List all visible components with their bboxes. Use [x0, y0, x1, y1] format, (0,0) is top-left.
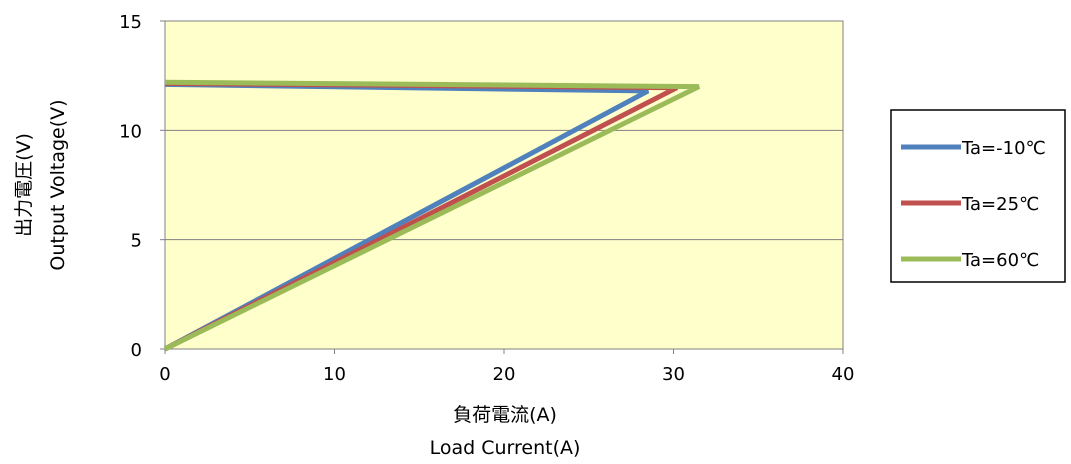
- legend-label-3: Ta=60℃: [961, 250, 1039, 271]
- x-tick-label: 40: [832, 364, 855, 385]
- y-tick-label: 0: [131, 340, 142, 361]
- series-line-3: [163, 79, 701, 352]
- x-tick-label: 10: [323, 364, 346, 385]
- series-lines: [163, 79, 701, 352]
- y-axis-title-jp: 出力電圧(V): [13, 133, 35, 237]
- gridlines: [165, 129, 843, 241]
- legend-items: Ta=-10℃ Ta=25℃ Ta=60℃: [901, 138, 1046, 271]
- x-tick-label: 0: [159, 364, 170, 385]
- y-tick-label: 5: [131, 231, 142, 252]
- x-tick-label: 30: [662, 364, 685, 385]
- legend-box: [890, 109, 1066, 283]
- x-axis-title-en: Load Current(A): [430, 437, 581, 459]
- x-tick-label: 20: [493, 364, 516, 385]
- legend: Ta=-10℃ Ta=25℃ Ta=60℃: [890, 109, 1066, 283]
- x-axis-title-jp: 負荷電流(A): [453, 404, 557, 426]
- y-axis-title-en: Output Voltage(V): [47, 99, 69, 270]
- y-tick-label: 10: [119, 121, 142, 142]
- legend-label-1: Ta=-10℃: [961, 138, 1046, 159]
- y-tick-labels: 0 5 10 15: [119, 12, 165, 361]
- y-tick-label: 15: [119, 12, 142, 33]
- legend-label-2: Ta=25℃: [961, 194, 1039, 215]
- x-tick-labels: 0 10 20 30 40: [159, 349, 854, 385]
